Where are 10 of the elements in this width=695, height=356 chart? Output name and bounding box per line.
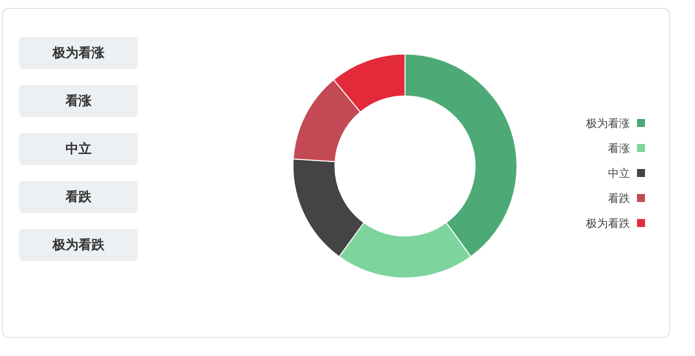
filter-button: 极为看跌: [19, 229, 138, 261]
filter-button: 看涨: [19, 85, 138, 117]
legend-label: 看跌: [608, 190, 630, 206]
legend-label: 极为看跌: [586, 216, 630, 230]
filter-button: 看跌: [19, 181, 138, 213]
filter-button: 中立: [19, 133, 138, 165]
legend-label: 中立: [608, 166, 630, 180]
legend-label: 看涨: [608, 140, 630, 156]
filter-button: 极为看涨: [19, 37, 138, 69]
legend-label: 极为看涨: [586, 116, 630, 130]
